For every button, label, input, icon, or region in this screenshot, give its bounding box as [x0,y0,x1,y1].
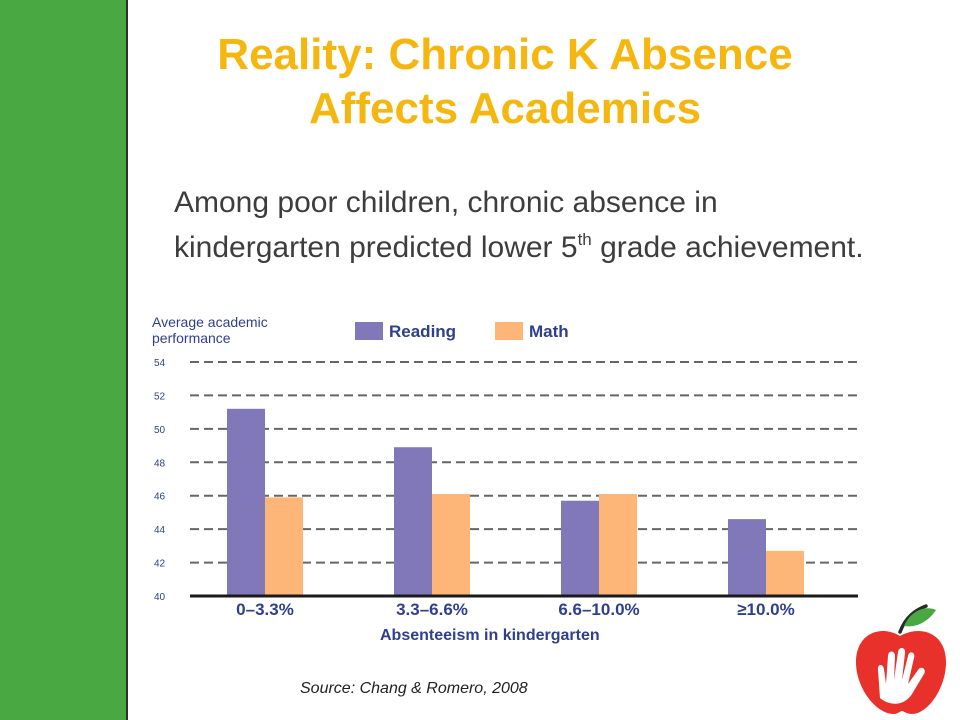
bar-math [599,494,637,596]
y-axis-title-line-2: performance [152,330,231,346]
x-tick-label: 6.6–10.0% [558,600,639,619]
slide-subtitle: Among poor children, chronic absence in … [174,180,874,270]
slide-title: Reality: Chronic K Absence Affects Acade… [140,28,870,136]
bar-math [432,494,470,596]
subtitle-superscript: th [577,230,592,249]
subtitle-text-end: grade achievement. [591,231,864,264]
legend-swatch-reading [355,322,383,340]
subtitle-text: Among poor children, chronic absence in … [174,186,718,264]
y-tick-label: 42 [154,559,166,570]
x-tick-label: 0–3.3% [236,600,294,619]
y-tick-label: 46 [154,492,166,503]
side-accent-bar [0,0,128,720]
bar-reading [394,447,432,596]
apple-hand-logo-icon [856,604,946,714]
bar-reading [561,500,599,596]
y-tick-label: 54 [154,358,166,369]
legend-label-math: Math [529,322,569,341]
bar-reading [227,408,265,596]
bar-math [766,550,804,596]
y-tick-label: 50 [154,425,166,436]
bar-reading [728,519,766,596]
x-tick-label: 3.3–6.6% [396,600,468,619]
legend-swatch-math [495,322,523,340]
legend-label-reading: Reading [389,322,456,341]
x-tick-label: ≥10.0% [737,600,795,619]
y-tick-label: 44 [154,525,166,536]
bar-math [265,497,303,596]
y-tick-label: 52 [154,391,166,402]
y-tick-label: 48 [154,458,166,469]
title-line-1: Reality: Chronic K Absence [217,30,793,79]
title-line-2: Affects Academics [308,84,702,133]
y-axis-title-line-1: Average academic [152,314,268,330]
x-axis-title: Absenteeism in kindergarten [380,627,600,644]
source-citation: Source: Chang & Romero, 2008 [300,680,528,697]
y-tick-label: 40 [154,592,166,603]
